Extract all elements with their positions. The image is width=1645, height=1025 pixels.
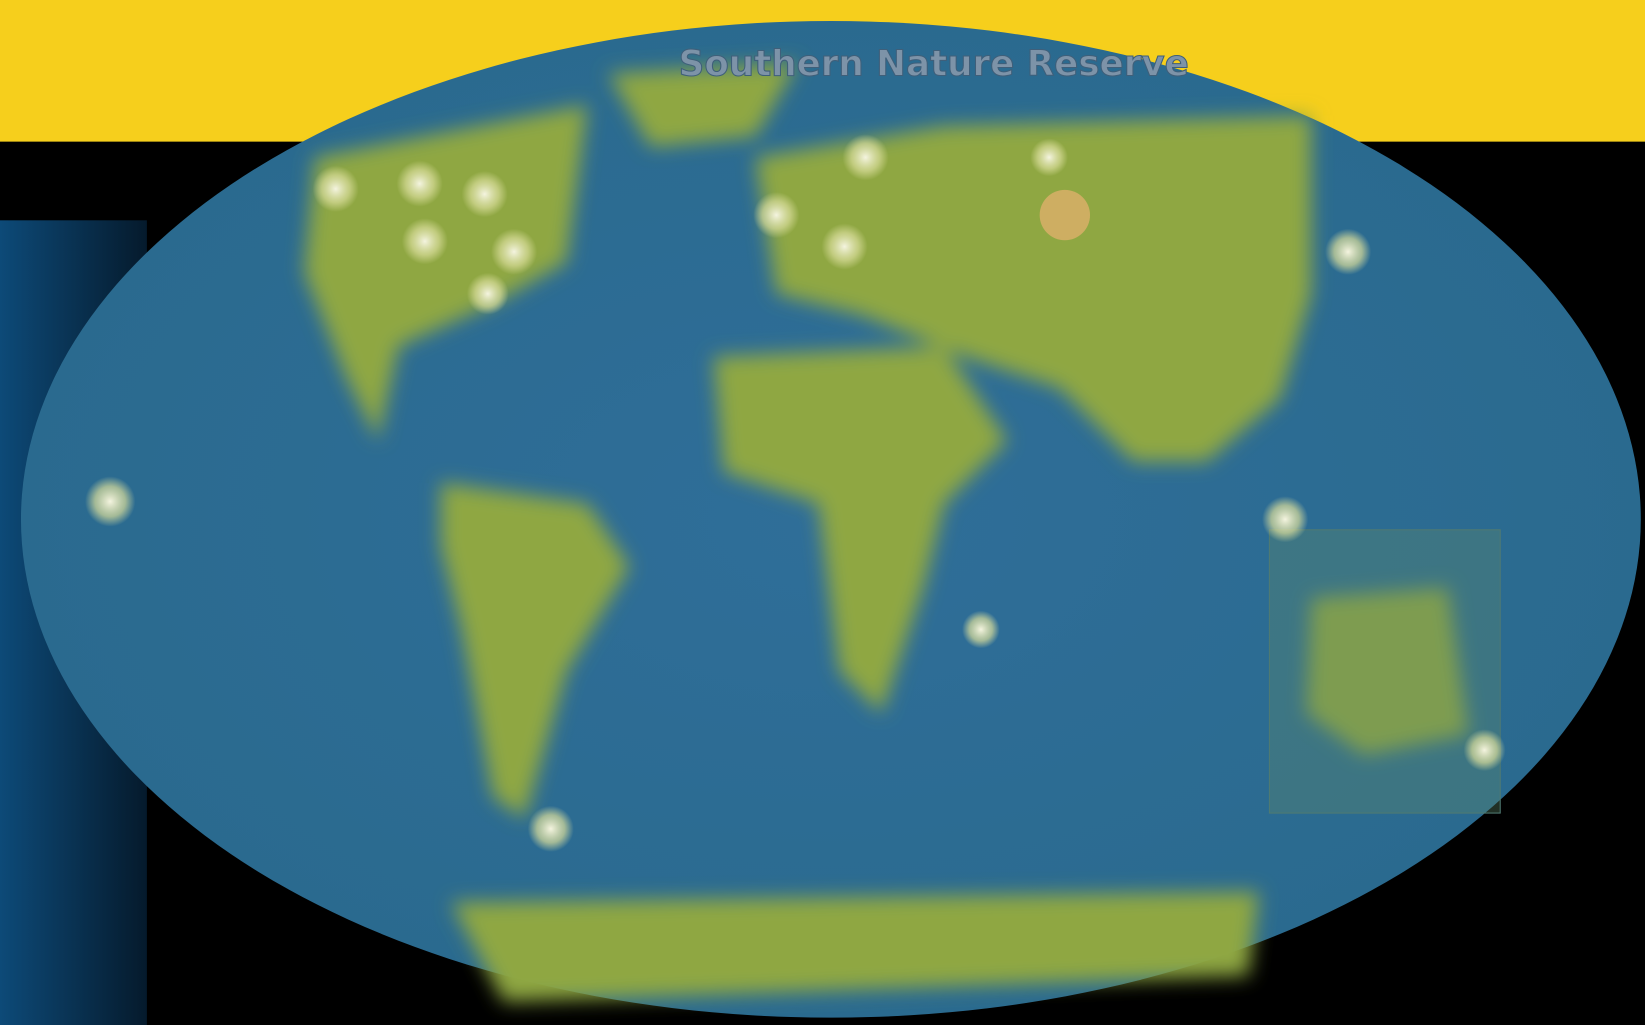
location-marker[interactable]: [821, 223, 868, 270]
location-marker[interactable]: [842, 134, 889, 181]
locations: [84, 134, 1506, 852]
north-america: [304, 104, 588, 441]
continents: [304, 62, 1469, 1002]
location-marker[interactable]: [1463, 729, 1506, 772]
location-marker[interactable]: [962, 610, 1000, 649]
location-marker[interactable]: [1030, 138, 1068, 177]
location-marker[interactable]: [461, 171, 508, 218]
location-marker[interactable]: [1262, 496, 1309, 543]
location-marker[interactable]: [401, 218, 448, 265]
africa: [713, 346, 1008, 714]
location-marker[interactable]: [527, 805, 574, 852]
inset-region: [1268, 529, 1501, 814]
location-marker[interactable]: [1325, 228, 1372, 275]
map-title: Southern Nature Reserve: [679, 44, 1189, 85]
location-marker[interactable]: [396, 160, 443, 207]
south-america: [440, 482, 630, 819]
location-marker[interactable]: [753, 191, 800, 239]
location-marker[interactable]: [466, 272, 509, 315]
australia: [1306, 587, 1469, 756]
location-marker[interactable]: [312, 165, 359, 212]
location-marker[interactable]: [1039, 189, 1091, 241]
antarctica: [451, 891, 1259, 1002]
location-marker[interactable]: [490, 228, 538, 275]
greenland: [608, 62, 798, 147]
location-marker[interactable]: [84, 476, 136, 527]
eurasia: [755, 115, 1312, 462]
